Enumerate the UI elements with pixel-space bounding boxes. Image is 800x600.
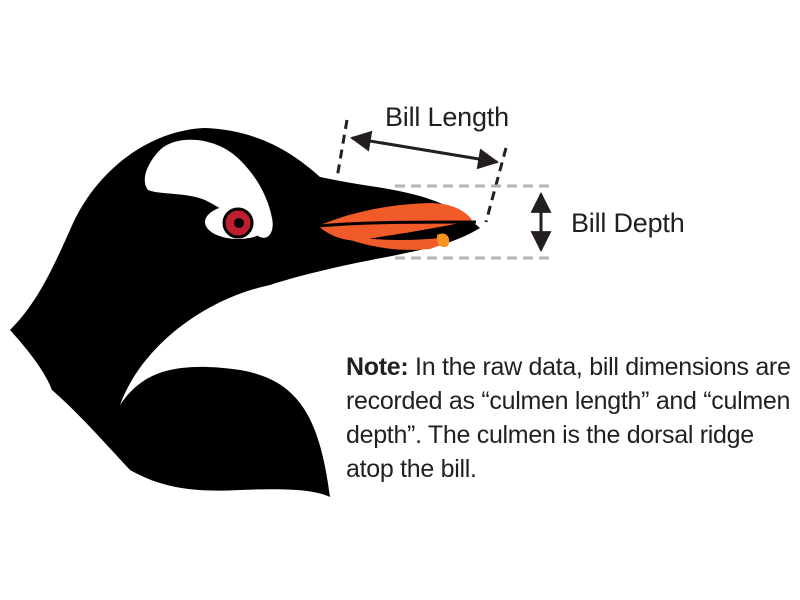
note-body: In the raw data, bill dimensions are rec… <box>346 353 791 483</box>
culmen-note: Note: In the raw data, bill dimensions a… <box>346 350 798 486</box>
length-arrow <box>349 130 500 170</box>
bill-ridge <box>317 220 477 228</box>
eye-pupil <box>234 218 244 228</box>
bill-highlight <box>436 233 450 248</box>
bill-length-label: Bill Length <box>385 102 509 132</box>
length-guide-left <box>335 119 349 179</box>
bill-depth-label: Bill Depth <box>571 208 685 238</box>
bill-lower <box>330 232 442 250</box>
eye-outline <box>222 207 254 239</box>
note-prefix: Note: <box>346 353 409 381</box>
